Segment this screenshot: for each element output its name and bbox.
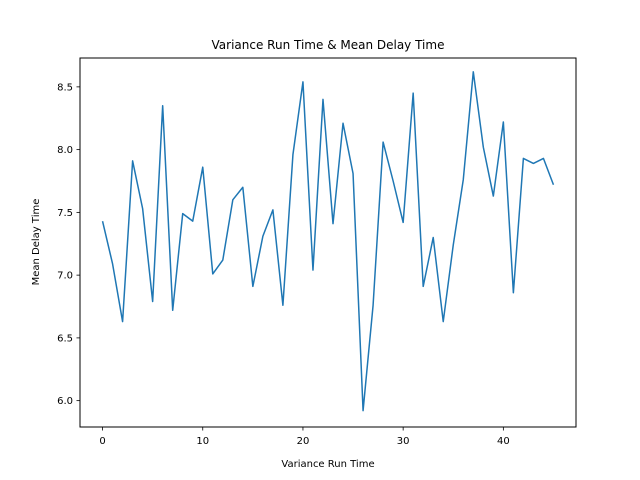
y-tick-label: 8.5 — [57, 82, 73, 93]
x-axis: 0 10 20 30 40 — [99, 427, 510, 447]
y-axis-label: Mean Delay Time — [31, 199, 42, 286]
x-tick-label: 10 — [196, 436, 209, 447]
y-axis: 6.0 6.5 7.0 7.5 8.0 8.5 — [57, 82, 80, 407]
chart-title: Variance Run Time & Mean Delay Time — [212, 38, 445, 52]
x-tick-label: 20 — [297, 436, 310, 447]
x-axis-label: Variance Run Time — [281, 459, 374, 470]
y-tick-label: 6.0 — [57, 396, 73, 407]
x-tick-label: 0 — [99, 436, 105, 447]
series-line-0 — [101, 71, 555, 412]
plot-area — [101, 71, 555, 412]
y-tick-label: 8.0 — [57, 145, 73, 156]
x-tick-label: 30 — [397, 436, 410, 447]
y-tick-label: 7.0 — [57, 271, 73, 282]
y-tick-label: 6.5 — [57, 333, 73, 344]
x-tick-label: 40 — [497, 436, 510, 447]
plot-frame — [79, 57, 577, 428]
y-tick-label: 7.5 — [57, 208, 73, 219]
